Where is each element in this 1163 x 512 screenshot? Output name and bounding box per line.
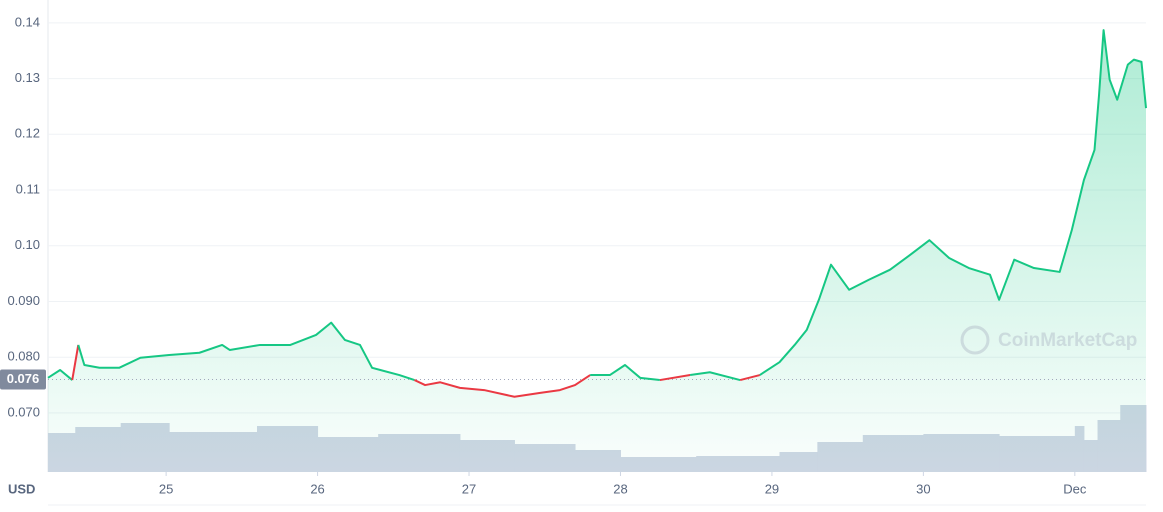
price-line-up: [759, 29, 1147, 376]
price-line-down: [659, 374, 691, 382]
price-area: [48, 30, 1146, 472]
price-line-up: [47, 369, 73, 381]
x-tick-label: 29: [765, 481, 779, 496]
x-tick-label: 30: [916, 481, 930, 496]
y-tick-label: 0.11: [16, 181, 40, 196]
x-tick-label: Dec: [1063, 481, 1087, 496]
watermark-text: CoinMarketCap: [998, 330, 1137, 351]
price-line-down: [739, 374, 761, 382]
reference-label-bg: [0, 369, 46, 390]
plot: [47, 22, 1147, 476]
y-tick-label: 0.080: [7, 349, 40, 364]
price-line-down: [71, 344, 80, 381]
x-tick-label: 25: [159, 481, 173, 496]
y-tick-label: 0.12: [15, 126, 40, 141]
x-tick-label: 28: [613, 481, 627, 496]
price-line-down: [414, 374, 591, 398]
price-line-up: [690, 371, 741, 382]
watermark: CoinMarketCap: [960, 325, 1137, 355]
price-line-up: [77, 321, 415, 382]
price-line-up: [590, 364, 660, 382]
x-tick-label: 27: [462, 481, 476, 496]
y-tick-label: 0.070: [7, 404, 40, 419]
unit-label: USD: [8, 481, 35, 496]
y-tick-label: 0.10: [15, 237, 40, 252]
y-tick-label: 0.090: [7, 293, 40, 308]
x-tick-label: 26: [310, 481, 324, 496]
watermark-logo: [960, 325, 990, 355]
reference-label: 0.076: [7, 371, 40, 386]
y-tick-label: 0.14: [15, 14, 40, 29]
y-tick-label: 0.13: [15, 70, 40, 85]
